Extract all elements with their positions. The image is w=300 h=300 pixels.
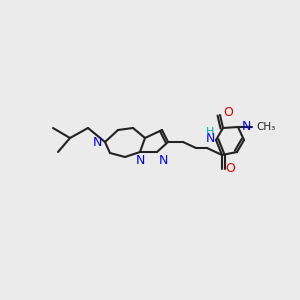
- Text: H: H: [206, 127, 214, 137]
- Text: O: O: [223, 106, 233, 119]
- Text: N: N: [135, 154, 145, 166]
- Text: CH₃: CH₃: [256, 122, 276, 132]
- Text: N: N: [158, 154, 168, 166]
- Text: N: N: [205, 133, 215, 146]
- Text: O: O: [225, 163, 235, 176]
- Text: N: N: [241, 121, 251, 134]
- Text: N: N: [92, 136, 102, 148]
